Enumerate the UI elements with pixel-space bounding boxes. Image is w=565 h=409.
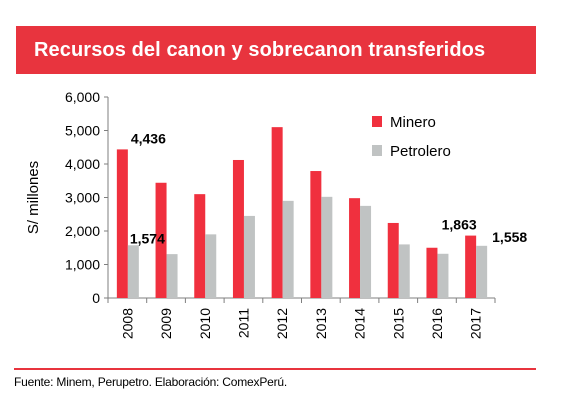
bar-minero-2014 (349, 198, 361, 298)
x-tick-label: 2012 (274, 308, 290, 339)
legend-label-minero: Minero (390, 114, 436, 131)
legend-label-petrolero: Petrolero (390, 143, 451, 160)
bar-minero-2008 (116, 149, 128, 298)
bar-petrolero-2008 (127, 245, 139, 298)
bar-petrolero-2014 (360, 205, 372, 298)
y-tick-label: 5,000 (65, 123, 100, 139)
bar-petrolero-2013 (321, 196, 333, 298)
bar-petrolero-2009 (166, 254, 178, 298)
source-divider (14, 368, 536, 370)
bar-minero-2011 (232, 159, 244, 298)
bar-petrolero-2015 (398, 244, 410, 298)
y-tick-label: 1,000 (65, 257, 100, 273)
x-tick-label: 2009 (158, 308, 174, 339)
x-tick-label: 2013 (313, 308, 329, 339)
legend-swatch-petrolero (372, 145, 382, 156)
legend-swatch-minero (372, 116, 382, 127)
y-axis-title: S/ millones (25, 161, 42, 234)
x-tick-label: 2010 (197, 308, 213, 339)
chart-title-bar: Recursos del canon y sobrecanon transfer… (16, 26, 536, 74)
bar-minero-2016 (426, 247, 438, 298)
x-tick-label: 2008 (119, 308, 135, 339)
y-tick-label: 3,000 (65, 190, 100, 206)
y-tick-label: 2,000 (65, 223, 100, 239)
bar-petrolero-2016 (437, 253, 449, 298)
x-tick-label: 2017 (468, 308, 484, 339)
bar-minero-2009 (155, 182, 167, 298)
plot-area: 0 1,000 2,000 3,000 4,000 5,000 6,000 S/ millon… (25, 89, 527, 339)
data-label-petrolero-2017: 1,558 (492, 229, 527, 245)
bar-petrolero-2010 (205, 234, 217, 298)
source-note: Fuente: Minem, Perupetro. Elaboración: C… (14, 375, 288, 389)
bar-minero-2017 (465, 235, 477, 298)
data-label-petrolero-2008: 1,574 (130, 230, 165, 246)
chart-title: Recursos del canon y sobrecanon transfer… (34, 38, 486, 61)
x-tick-label: 2016 (429, 308, 445, 339)
bar-minero-2010 (194, 194, 206, 298)
y-tick-label: 6,000 (65, 89, 100, 105)
bar-minero-2015 (387, 222, 399, 298)
y-tick-label: 0 (92, 290, 100, 306)
y-tick-label: 4,000 (65, 156, 100, 172)
bar-minero-2013 (310, 171, 322, 298)
bar-petrolero-2012 (282, 200, 294, 298)
bar-petrolero-2017 (476, 245, 488, 298)
x-tick-label: 2011 (235, 308, 251, 338)
data-label-minero-2017: 1,863 (442, 217, 477, 233)
bar-minero-2012 (271, 127, 283, 299)
bar-chart: 0 1,000 2,000 3,000 4,000 5,000 6,000 S/ millon… (25, 89, 527, 339)
x-tick-label: 2014 (352, 308, 368, 339)
bar-petrolero-2011 (243, 215, 255, 298)
x-tick-label: 2015 (390, 308, 406, 339)
data-label-minero-2008: 4,436 (131, 130, 166, 146)
